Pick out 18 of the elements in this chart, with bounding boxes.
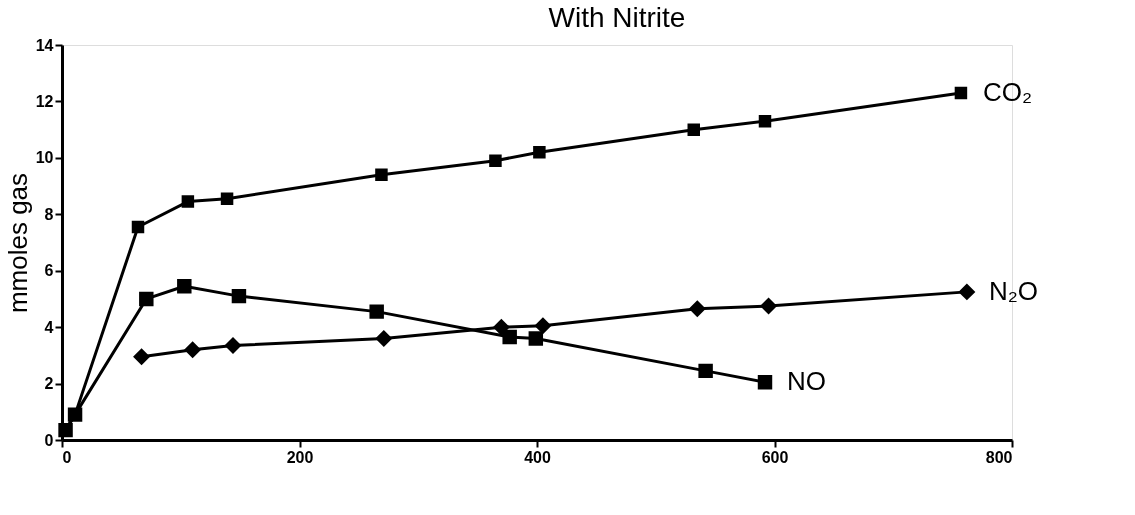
x-tick-label: 800 bbox=[985, 448, 1013, 466]
y-tick-label: 4 bbox=[44, 318, 54, 336]
y-tick-label: 8 bbox=[44, 205, 54, 223]
x-tick-label: 600 bbox=[761, 448, 789, 466]
series-label: NO bbox=[787, 366, 826, 397]
y-tick-label: 2 bbox=[44, 375, 54, 393]
chart-title: With Nitrite bbox=[548, 2, 686, 33]
y-tick-label: 14 bbox=[35, 36, 54, 54]
y-tick-label: 0 bbox=[44, 431, 54, 449]
x-tick-label: 400 bbox=[524, 448, 551, 466]
x-tick-label: 0 bbox=[62, 448, 72, 466]
x-tick-label: 200 bbox=[286, 448, 314, 466]
y-tick-label: 12 bbox=[35, 92, 54, 110]
y-tick-label: 6 bbox=[44, 262, 54, 280]
y-tick-label: 10 bbox=[35, 149, 54, 167]
series-label: CO₂ bbox=[982, 76, 1033, 107]
series-label: N₂O bbox=[988, 275, 1038, 306]
y-axis-title: mmoles gas bbox=[2, 172, 33, 314]
